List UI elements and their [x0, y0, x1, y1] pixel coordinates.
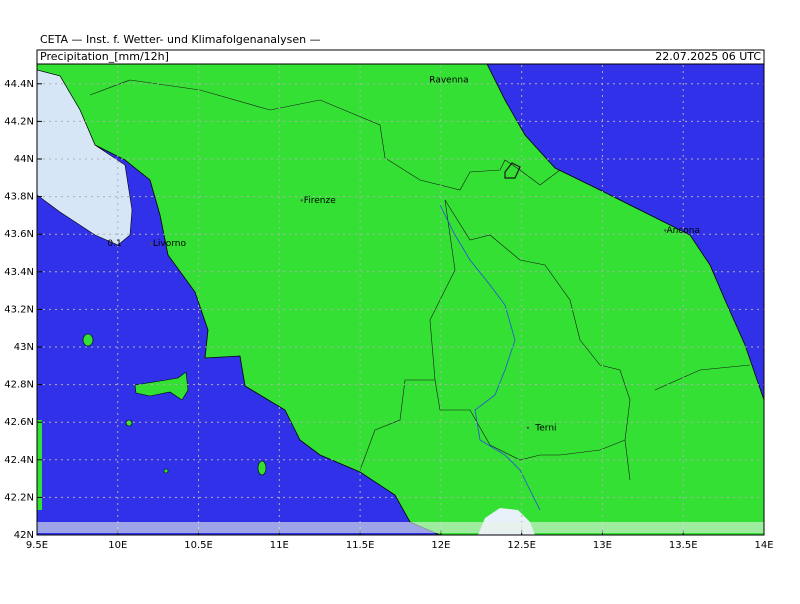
lat-tick-label: 44.2N — [4, 116, 34, 127]
lat-tick-label: 42.8N — [4, 380, 34, 391]
lat-tick-label: 44.4N — [4, 79, 34, 90]
lat-tick-label: 42.4N — [4, 455, 34, 466]
island — [82, 333, 94, 347]
lon-tick-label: 13E — [593, 540, 612, 551]
border — [89, 79, 561, 191]
island — [134, 371, 189, 401]
lon-tick-label: 13.5E — [669, 540, 698, 551]
border — [504, 162, 521, 179]
lon-tick-label: 12.5E — [507, 540, 536, 551]
lon-tick-label: 11E — [270, 540, 289, 551]
island — [163, 468, 169, 474]
lat-tick-label: 43.2N — [4, 304, 34, 315]
lat-tick-label: 42.2N — [4, 492, 34, 503]
lat-tick-label: 43.8N — [4, 192, 34, 203]
city-label: Livorno — [153, 239, 187, 249]
city-label: Ancona — [666, 226, 700, 236]
city-marker — [664, 229, 667, 232]
land — [36, 63, 765, 536]
border — [654, 364, 751, 391]
footer-band — [37, 522, 764, 533]
lat-tick-label: 43.4N — [4, 267, 34, 278]
city-marker — [300, 199, 303, 202]
source: CETA — Inst. f. Wetter- und Klimafolgena… — [40, 33, 321, 46]
river — [439, 204, 541, 511]
lat-tick-label: 43.6N — [4, 229, 34, 240]
city-marker — [526, 426, 530, 430]
lat-tick-label: 44N — [14, 154, 34, 165]
precip-area — [36, 69, 133, 246]
border — [444, 199, 631, 481]
borders — [89, 79, 751, 481]
lat-tick-label: 42N — [14, 530, 34, 541]
lat-tick-label: 42.6N — [4, 417, 34, 428]
map-area — [36, 63, 765, 536]
land-strip — [37, 420, 42, 510]
border — [434, 379, 626, 461]
city-marker — [150, 242, 153, 245]
date: 22.07.2025 06 UTC — [655, 50, 761, 63]
lon-tick-label: 11.5E — [346, 540, 375, 551]
contour-label: 0.1 — [107, 239, 121, 249]
lon-tick-label: 12E — [431, 540, 450, 551]
island — [125, 419, 133, 427]
lon-tick-label: 9.5E — [26, 540, 48, 551]
lon-tick-label: 10.5E — [184, 540, 213, 551]
frame — [36, 63, 765, 536]
island — [257, 460, 267, 476]
city-label: Terni — [534, 423, 556, 433]
city-label: Ravenna — [429, 76, 468, 86]
lat-tick-label: 43N — [14, 342, 34, 353]
border — [359, 199, 456, 471]
title: Precipitation_[mm/12h] — [40, 50, 169, 63]
lon-tick-label: 10E — [108, 540, 127, 551]
city-label: Firenze — [304, 196, 336, 206]
city-marker — [429, 78, 433, 82]
lon-tick-label: 14E — [754, 540, 773, 551]
